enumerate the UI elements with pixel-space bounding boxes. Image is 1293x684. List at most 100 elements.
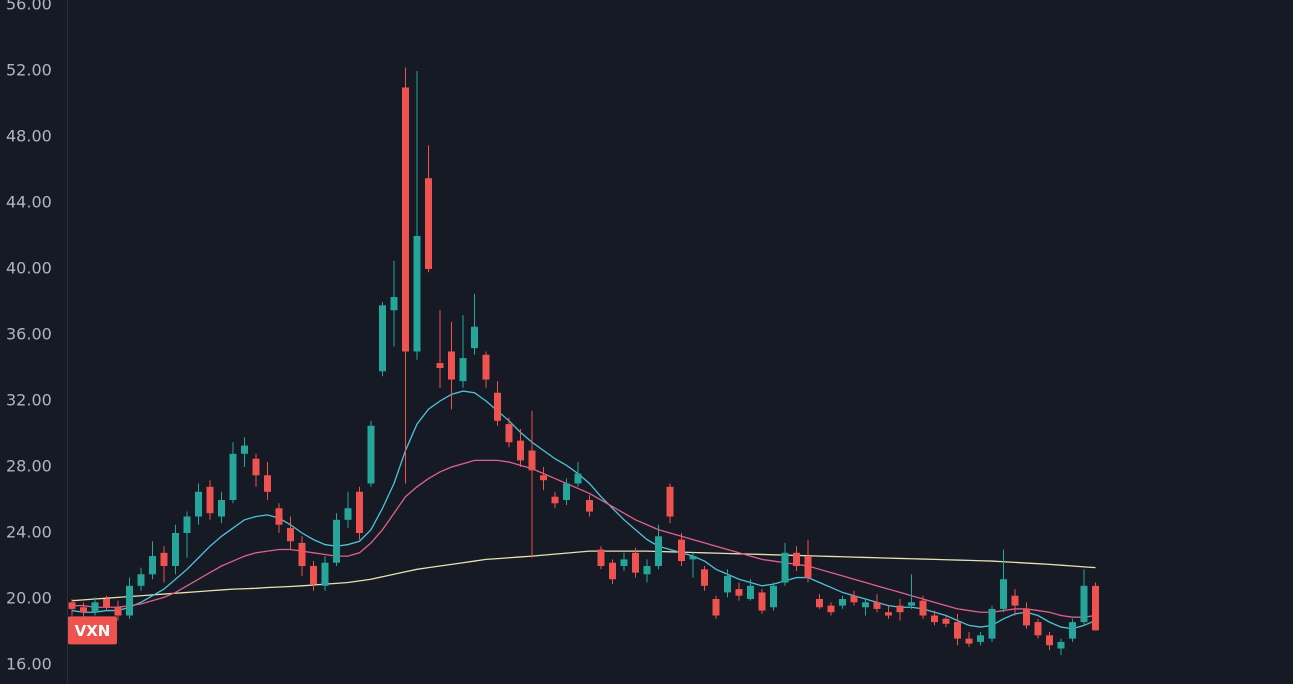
y-tick-label: 24.00	[6, 523, 52, 542]
candle-body	[494, 392, 501, 421]
candle-body	[678, 539, 685, 562]
candle-body	[436, 363, 444, 368]
candle-body	[747, 585, 754, 600]
candle-body	[1011, 595, 1019, 606]
candle-body	[252, 458, 260, 476]
candle-body	[149, 556, 156, 575]
candle-body	[551, 496, 559, 504]
candle-body	[919, 600, 927, 616]
candle-body	[275, 508, 283, 525]
candle-body	[413, 235, 421, 352]
candle-body	[80, 607, 87, 613]
candle-body	[103, 599, 110, 608]
candle-body	[333, 519, 340, 563]
candle-body	[206, 486, 214, 514]
candle-body	[770, 585, 777, 608]
y-tick-label: 48.00	[6, 126, 52, 145]
candle-body	[1023, 608, 1030, 626]
candle-body	[896, 605, 904, 613]
candle-body	[448, 351, 455, 380]
candle-body	[666, 486, 674, 517]
candle-body	[873, 602, 881, 609]
candle-body	[609, 562, 616, 580]
candle-body	[850, 595, 858, 603]
candle-body	[195, 491, 202, 517]
candle-body	[781, 552, 789, 583]
plot-area: 16.00 20.00 24.00 28.00 32.00 36.00 40.00 44.00…	[6, 0, 1099, 674]
y-tick-label: 56.00	[6, 0, 52, 13]
candle-body	[931, 615, 938, 623]
candle-body	[540, 475, 547, 481]
candle-body	[528, 450, 536, 471]
candle-body	[1092, 585, 1099, 631]
symbol-label: VXN	[75, 622, 111, 640]
candle-body	[597, 549, 605, 567]
candle-body	[183, 516, 191, 534]
candle-body	[862, 602, 869, 608]
candle-body	[586, 500, 593, 512]
candle-body	[804, 556, 812, 578]
candle-body	[954, 622, 961, 639]
candle-body	[758, 592, 766, 611]
candle-body	[620, 559, 628, 567]
candle-body	[229, 453, 237, 501]
candle-body	[1000, 579, 1007, 609]
y-tick-label: 32.00	[6, 390, 52, 409]
candle-body	[908, 602, 915, 606]
y-tick-label: 40.00	[6, 258, 52, 277]
candle-body	[965, 638, 973, 644]
candle-body	[517, 440, 524, 461]
candle-body	[689, 556, 697, 560]
candle-body	[1069, 622, 1076, 639]
y-tick-label: 52.00	[6, 60, 52, 79]
candle-body	[827, 605, 835, 613]
candle-body	[68, 602, 76, 609]
candle-body	[402, 87, 409, 352]
candle-body	[816, 599, 823, 608]
candle-body	[574, 473, 582, 484]
candle-body	[160, 552, 168, 567]
candle-body	[482, 354, 490, 380]
candle-body	[425, 178, 432, 269]
candle-body	[310, 566, 317, 585]
candle-body	[126, 585, 133, 616]
y-tick-label: 44.00	[6, 192, 52, 211]
candle-body	[298, 542, 306, 567]
y-tick-label: 36.00	[6, 324, 52, 343]
candle-body	[241, 445, 248, 454]
candle-body	[321, 562, 329, 586]
candle-body	[701, 569, 708, 586]
candle-body	[839, 599, 846, 606]
candle-body	[379, 305, 386, 372]
candle-body	[218, 500, 225, 517]
y-tick-label: 28.00	[6, 457, 52, 476]
y-tick-label: 16.00	[6, 655, 52, 674]
candle-body	[632, 552, 639, 573]
candle-body	[643, 566, 651, 575]
candle-body	[655, 536, 662, 567]
moving-average-line	[71, 550, 1096, 602]
candle-body	[459, 358, 467, 382]
candle-body	[137, 574, 145, 586]
candle-body	[563, 483, 570, 501]
candle-body	[91, 602, 99, 613]
candle-body	[724, 575, 731, 593]
candle-body	[735, 589, 743, 596]
candle-body	[344, 508, 352, 520]
candle-body	[1034, 622, 1042, 636]
candle-body	[114, 607, 122, 616]
candle-body	[505, 424, 513, 443]
candle-body	[885, 612, 892, 616]
candle-body	[172, 533, 179, 567]
candle-body	[1057, 641, 1065, 649]
y-tick-label: 20.00	[6, 589, 52, 608]
candle-body	[390, 297, 398, 311]
candle-body	[356, 491, 363, 534]
moving-average-line	[72, 459, 1096, 618]
symbol-tag	[68, 616, 117, 645]
candle-body	[1046, 635, 1053, 646]
candle-body	[977, 635, 984, 642]
candle-body	[942, 618, 950, 624]
candle-body	[988, 608, 996, 639]
